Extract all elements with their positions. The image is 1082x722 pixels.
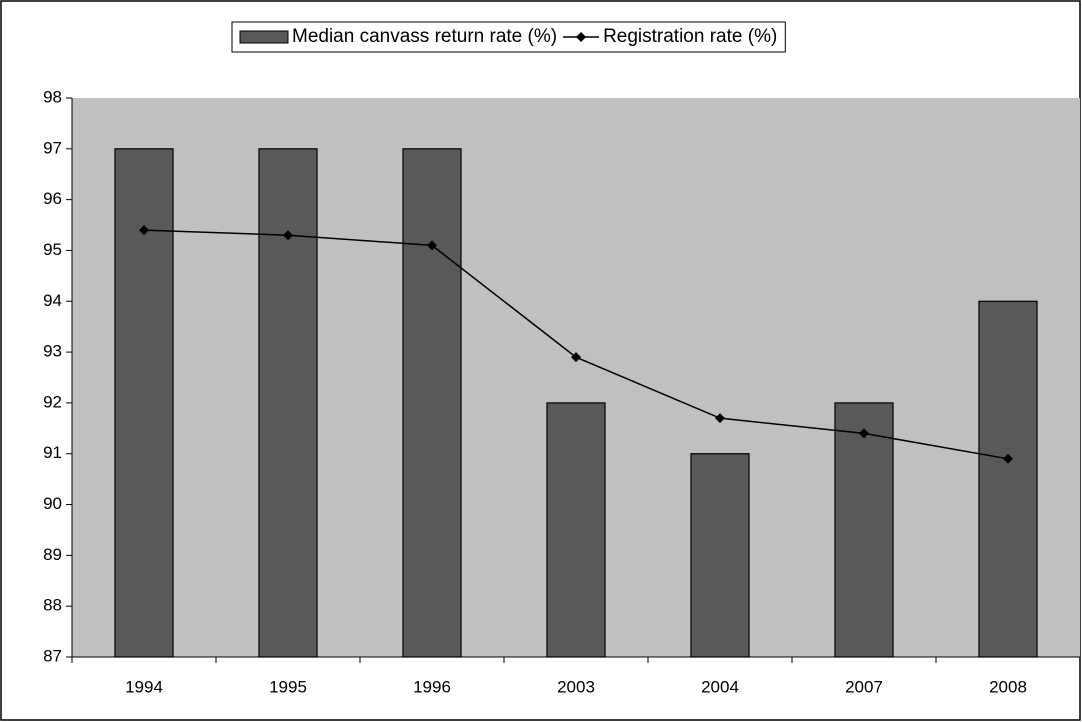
y-tick-label: 96 bbox=[43, 189, 62, 208]
y-tick-label: 97 bbox=[43, 138, 62, 157]
legend-box bbox=[231, 21, 786, 53]
line-marker bbox=[715, 413, 725, 424]
line-marker bbox=[859, 428, 869, 439]
y-tick-label: 90 bbox=[43, 494, 62, 513]
line-marker bbox=[571, 352, 581, 363]
y-tick-label: 91 bbox=[43, 443, 62, 462]
y-tick-label: 92 bbox=[43, 392, 62, 411]
x-tick-label: 1996 bbox=[413, 677, 451, 696]
bar bbox=[834, 402, 894, 658]
y-tick-label: 93 bbox=[43, 342, 62, 361]
y-tick-label: 94 bbox=[43, 291, 62, 310]
x-tick-label: 2007 bbox=[845, 677, 883, 696]
x-tick-label: 2003 bbox=[557, 677, 595, 696]
bar bbox=[114, 148, 174, 658]
x-tick-label: 2008 bbox=[989, 677, 1027, 696]
bar bbox=[690, 453, 750, 658]
line-marker bbox=[1003, 453, 1013, 464]
legend-swatch-marker bbox=[576, 32, 587, 42]
line-marker bbox=[283, 230, 293, 241]
bar bbox=[402, 148, 462, 658]
y-tick-label: 89 bbox=[43, 545, 62, 564]
bar bbox=[546, 402, 606, 658]
bar bbox=[978, 300, 1038, 658]
bar bbox=[258, 148, 318, 658]
legend-label: Registration rate (%) bbox=[603, 26, 777, 47]
y-tick-label: 95 bbox=[43, 240, 62, 259]
y-tick-label: 87 bbox=[43, 646, 62, 665]
line-marker bbox=[427, 240, 437, 251]
legend-label: Median canvass return rate (%) bbox=[292, 26, 557, 47]
y-tick-label: 88 bbox=[43, 596, 62, 615]
line-marker bbox=[139, 225, 149, 236]
y-tick-label: 98 bbox=[43, 87, 62, 106]
legend-swatch bbox=[239, 30, 289, 44]
x-tick-label: 2004 bbox=[701, 677, 739, 696]
x-tick-label: 1995 bbox=[269, 677, 307, 696]
x-tick-label: 1994 bbox=[125, 677, 163, 696]
